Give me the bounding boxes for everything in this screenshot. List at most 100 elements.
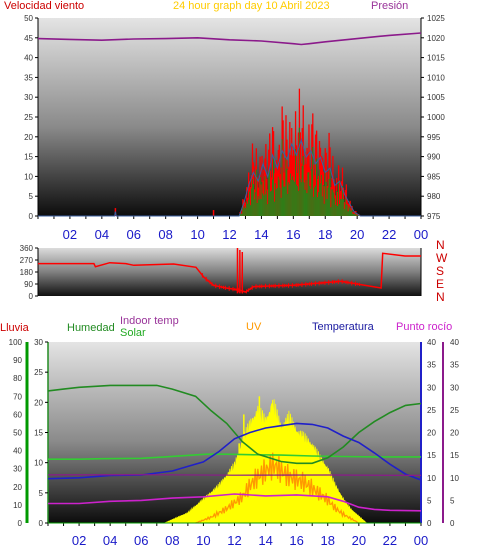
solar-label: Solar: [120, 327, 146, 339]
rain-tick-label: 0: [18, 519, 23, 528]
humidity-tick-label: 10: [34, 459, 43, 468]
right-tick-label: 1000: [427, 113, 445, 122]
right-tick-label: 990: [427, 153, 441, 162]
pressure-line: [37, 32, 422, 46]
x-tick-label: 06: [134, 533, 148, 548]
x-tick-label: 18: [318, 227, 332, 242]
dewpoint-line: [48, 493, 422, 512]
right-tick-label: 1020: [427, 34, 445, 43]
dewpoint-tick-label: 40: [450, 338, 459, 347]
temperature-tick-label: 5: [427, 496, 432, 505]
x-tick-label: 14: [254, 227, 268, 242]
x-tick-label: 22: [382, 227, 396, 242]
right-tick-label: 995: [427, 133, 441, 142]
compass-label: N: [436, 238, 445, 252]
dewpoint-tick-label: 35: [450, 361, 459, 370]
x-tick-label: 18: [321, 533, 335, 548]
right-tick-label: 1015: [427, 54, 445, 63]
wind-speed-avg-line: [38, 138, 421, 217]
rain-tick-label: 60: [13, 410, 22, 419]
indoor-temp-label: Indoor temp: [120, 315, 179, 327]
wind-speed-label: Velocidad viento: [4, 0, 85, 12]
right-tick-label: 1010: [427, 73, 445, 82]
temperature-line: [47, 422, 422, 481]
temperature-tick-label: 30: [427, 383, 436, 392]
temperature-tick-label: 10: [427, 474, 436, 483]
compass-label: N: [436, 290, 445, 304]
dewpoint-tick-label: 30: [450, 383, 459, 392]
x-tick-label: 22: [383, 533, 397, 548]
dewpoint-tick-label: 25: [450, 406, 459, 415]
left-tick-label: 90: [24, 280, 33, 289]
rain-tick-label: 30: [13, 465, 22, 474]
temperature-tick-label: 40: [427, 338, 436, 347]
rain-tick-label: 20: [13, 483, 22, 492]
left-tick-label: 180: [20, 268, 34, 277]
plot-area-1: [38, 18, 421, 216]
left-tick-label: 35: [24, 73, 33, 82]
compass-label: S: [436, 264, 444, 278]
temperature-tick-label: 25: [427, 406, 436, 415]
x-tick-label: 04: [95, 227, 109, 242]
left-tick-label: 20: [24, 133, 33, 142]
humidity-tick-label: 5: [39, 489, 44, 498]
right-tick-label: 975: [427, 212, 441, 221]
rain-label: Lluvia: [0, 322, 29, 334]
left-tick-label: 360: [20, 244, 34, 253]
x-tick-label: 00: [414, 227, 428, 242]
temperature-tick-label: 20: [427, 429, 436, 438]
x-tick-label: 16: [286, 227, 300, 242]
right-tick-label: 1005: [427, 93, 445, 102]
humidity-tick-label: 20: [34, 398, 43, 407]
dewpoint-tick-label: 15: [450, 451, 459, 460]
left-tick-label: 270: [20, 256, 34, 265]
humidity-tick-label: 0: [39, 519, 44, 528]
dewpoint-tick-label: 0: [450, 519, 455, 528]
humidity-tick-label: 25: [34, 368, 43, 377]
rain-tick-label: 80: [13, 374, 22, 383]
left-tick-label: 0: [29, 292, 34, 301]
rain-tick-label: 90: [13, 356, 22, 365]
x-tick-label: 12: [222, 227, 236, 242]
rain-tick-label: 10: [13, 501, 22, 510]
left-tick-label: 5: [29, 192, 34, 201]
chart-title: 24 hour graph day 10 Abril 2023: [173, 0, 330, 12]
rain-tick-label: 100: [9, 338, 23, 347]
x-tick-label: 08: [165, 533, 179, 548]
wind-pressure-chart: 0510152025303540455097598098599099510001…: [24, 14, 445, 242]
dewpoint-tick-label: 5: [450, 496, 455, 505]
compass-label: E: [436, 277, 444, 291]
temperature-label: Temperatura: [312, 321, 374, 333]
rain-tick-label: 40: [13, 447, 22, 456]
right-tick-label: 985: [427, 172, 441, 181]
x-tick-label: 00: [414, 533, 428, 548]
x-tick-label: 08: [158, 227, 172, 242]
uv-label: UV: [246, 321, 262, 333]
x-tick-label: 20: [352, 533, 366, 548]
x-tick-label: 04: [103, 533, 117, 548]
left-tick-label: 15: [24, 153, 33, 162]
left-tick-label: 10: [24, 172, 33, 181]
x-tick-label: 16: [289, 533, 303, 548]
uv-line: [195, 452, 359, 524]
humidity-label: Humedad: [67, 322, 115, 334]
left-tick-label: 30: [24, 93, 33, 102]
left-tick-label: 45: [24, 34, 33, 43]
wind-direction-series: [38, 248, 421, 294]
indoor-temp-line: [48, 453, 421, 461]
left-tick-label: 0: [29, 212, 34, 221]
rain-tick-label: 50: [13, 429, 22, 438]
humidity-tick-label: 30: [34, 338, 43, 347]
x-tick-label: 10: [196, 533, 210, 548]
pressure-label: Presión: [371, 0, 409, 12]
x-tick-label: 02: [63, 227, 77, 242]
temperature-tick-label: 0: [427, 519, 432, 528]
humidity-line: [47, 384, 422, 465]
compass-label: W: [436, 251, 448, 265]
dewpoint-label: Punto rocío: [396, 321, 453, 333]
x-tick-label: 14: [258, 533, 272, 548]
indoor-secondary-line: [47, 474, 422, 476]
